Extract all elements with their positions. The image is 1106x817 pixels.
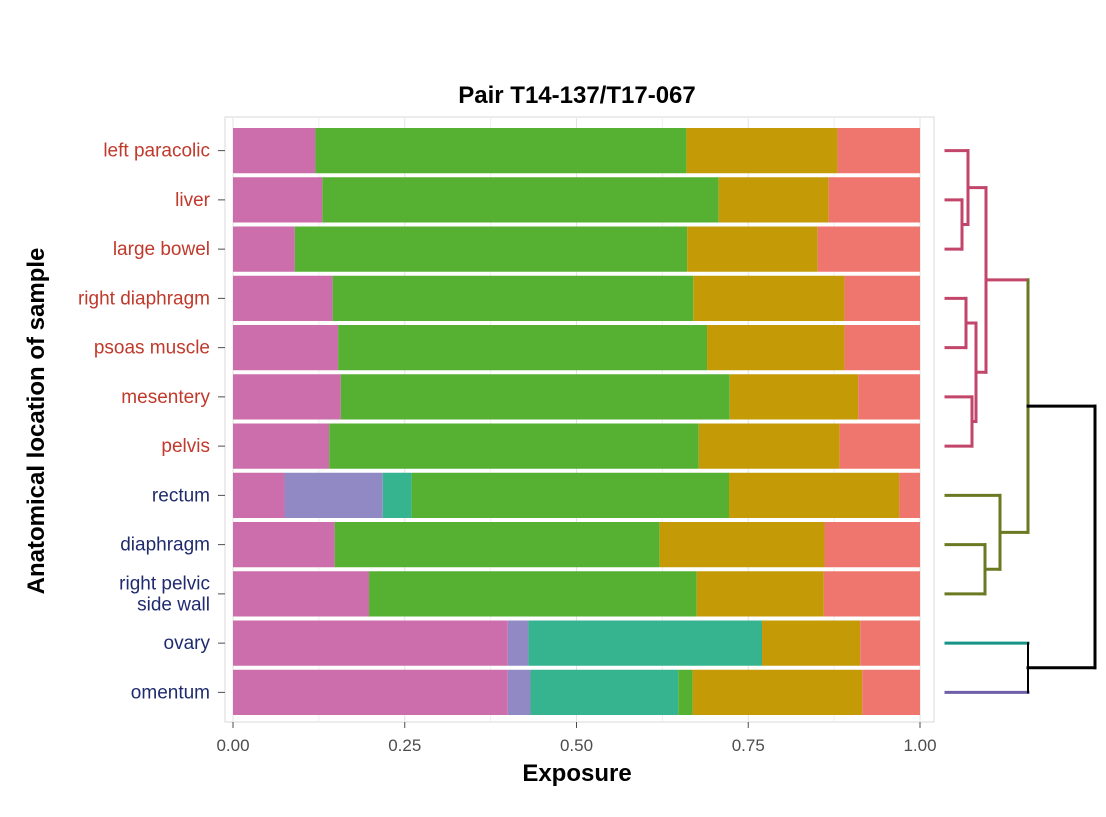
bar-segment xyxy=(233,374,341,420)
bar-segment xyxy=(334,522,660,568)
bar-segment xyxy=(899,472,920,518)
bar-segment xyxy=(233,472,285,518)
bar-segment xyxy=(233,226,295,272)
bar-segment xyxy=(369,571,697,617)
y-tick-label: right pelvic xyxy=(119,573,210,594)
bar-segment xyxy=(844,325,920,371)
bar-segment xyxy=(322,177,719,223)
x-tick-label: 0.00 xyxy=(216,736,249,755)
bar-segment xyxy=(707,325,845,371)
bar-segment xyxy=(824,522,920,568)
bar-segment xyxy=(729,472,900,518)
bar-segment xyxy=(693,275,845,321)
x-tick-label: 0.25 xyxy=(388,736,421,755)
bar-segment xyxy=(340,374,730,420)
panel-border xyxy=(224,116,935,723)
bar-segment xyxy=(696,571,824,617)
bar-segment xyxy=(844,275,920,321)
y-tick-label: rectum xyxy=(152,485,210,506)
x-tick-label: 0.75 xyxy=(732,736,765,755)
y-tick-label: large bowel xyxy=(113,239,210,260)
y-tick-label: diaphragm xyxy=(120,535,210,556)
x-tick-labels: 0.00 0.25 0.50 0.75 1.00 xyxy=(216,722,937,755)
bar-segment xyxy=(858,374,920,420)
bar-segment xyxy=(233,423,330,469)
bar-segment xyxy=(507,620,529,666)
bar-segment xyxy=(382,472,412,518)
bar-segment xyxy=(718,177,829,223)
bar-segment xyxy=(332,275,694,321)
chart-title: Pair T14-137/T17-067 xyxy=(458,82,695,109)
bar-segment xyxy=(860,620,920,666)
bar-segment xyxy=(729,374,859,420)
bar-segment xyxy=(678,669,693,715)
bar-segment xyxy=(698,423,840,469)
y-tick-label: ovary xyxy=(164,633,211,654)
bar-segment xyxy=(839,423,920,469)
bar-segment xyxy=(687,226,818,272)
y-tick-label: mesentery xyxy=(121,387,210,408)
bar-segment xyxy=(233,669,508,715)
x-axis-title: Exposure xyxy=(522,760,631,787)
bar-segment xyxy=(862,669,920,715)
bar-segment xyxy=(761,620,861,666)
bar-segment xyxy=(507,669,531,715)
y-tick-label: right diaphragm xyxy=(78,288,210,309)
bar-segment xyxy=(284,472,383,518)
y-tick-label: omentum xyxy=(131,682,210,703)
bar-segment xyxy=(828,177,920,223)
bar-segment xyxy=(837,128,920,174)
x-tick-label: 0.50 xyxy=(560,736,593,755)
bar-segment xyxy=(338,325,708,371)
bar-segment xyxy=(823,571,920,617)
bar-segment xyxy=(528,620,762,666)
bar-segment xyxy=(411,472,730,518)
bar-segment xyxy=(233,128,316,174)
y-tick-labels: left paracolic liver large bowel right diap… xyxy=(78,141,225,703)
bar-segment xyxy=(817,226,920,272)
bars-layer xyxy=(233,128,920,715)
bar-segment xyxy=(233,620,508,666)
dendrogram xyxy=(944,149,1097,694)
y-tick-label: pelvis xyxy=(161,436,210,457)
bar-segment xyxy=(294,226,688,272)
y-tick-label: psoas muscle xyxy=(94,338,210,359)
bar-segment xyxy=(233,571,370,617)
bar-segment xyxy=(686,128,838,174)
bar-segment xyxy=(233,275,333,321)
y-axis-title: Anatomical location of sample xyxy=(23,248,50,595)
x-tick-label: 1.00 xyxy=(903,736,936,755)
bar-segment xyxy=(329,423,699,469)
y-tick-label: left paracolic xyxy=(103,141,210,162)
bar-segment xyxy=(233,522,335,568)
bar-segment xyxy=(233,325,339,371)
bar-segment xyxy=(530,669,679,715)
bar-segment xyxy=(692,669,863,715)
bar-segment xyxy=(659,522,825,568)
bar-segment xyxy=(233,177,323,223)
y-tick-label: side wall xyxy=(137,594,210,615)
bar-segment xyxy=(315,128,687,174)
y-tick-label: liver xyxy=(175,190,211,211)
